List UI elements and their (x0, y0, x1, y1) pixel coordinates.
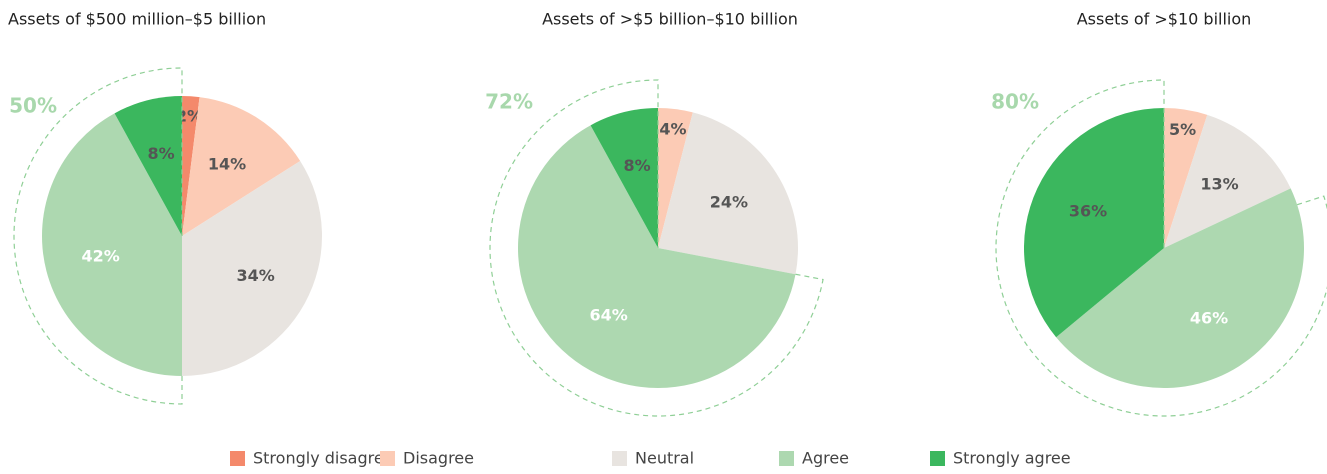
annotation-arc (995, 79, 1327, 417)
legend-swatch (230, 451, 245, 466)
annotation-arc (13, 67, 183, 405)
annotation-arc (489, 79, 824, 417)
legend-swatch (612, 451, 627, 466)
legend-swatch (930, 451, 945, 466)
legend-label: Strongly agree (953, 449, 1071, 468)
chart-title: Assets of $500 million–$5 billion (8, 10, 266, 29)
value-label: 2% (176, 107, 203, 126)
annotation-label: 72% (485, 90, 533, 114)
value-label: 46% (1190, 308, 1228, 327)
pie-slice (1164, 108, 1208, 248)
value-label: 36% (1069, 202, 1107, 221)
value-label: 24% (710, 192, 748, 211)
legend-label: Agree (802, 449, 849, 468)
pie-slice (42, 113, 182, 376)
pie-slice (517, 125, 796, 388)
value-label: 8% (624, 156, 651, 175)
value-label: 42% (81, 246, 119, 265)
annotation-label: 80% (991, 90, 1039, 114)
legend-swatch (779, 451, 794, 466)
pie-slice (1056, 188, 1304, 388)
pie-slice (182, 96, 200, 236)
pie-slice (182, 160, 322, 376)
annotation-label: 50% (9, 94, 57, 118)
legend-swatch (380, 451, 395, 466)
legend-label: Strongly disagree (253, 449, 394, 468)
value-label: 4% (659, 119, 686, 138)
value-label: 5% (1169, 120, 1196, 139)
chart-title: Assets of >$5 billion–$10 billion (542, 10, 798, 29)
value-label: 8% (148, 144, 175, 163)
legend-label: Neutral (635, 449, 694, 468)
value-label: 64% (589, 305, 627, 324)
pie-slice (590, 108, 658, 248)
pie-slice (114, 96, 182, 236)
pie-slice (1164, 114, 1291, 249)
value-label: 34% (236, 266, 274, 285)
pie-slice (658, 108, 693, 248)
pie-slice (658, 112, 798, 275)
legend-label: Disagree (403, 449, 474, 468)
pie-slice (182, 97, 301, 236)
value-label: 13% (1200, 174, 1238, 193)
value-label: 14% (208, 155, 246, 174)
chart-title: Assets of >$10 billion (1077, 10, 1252, 29)
pie-slice (1024, 108, 1164, 338)
